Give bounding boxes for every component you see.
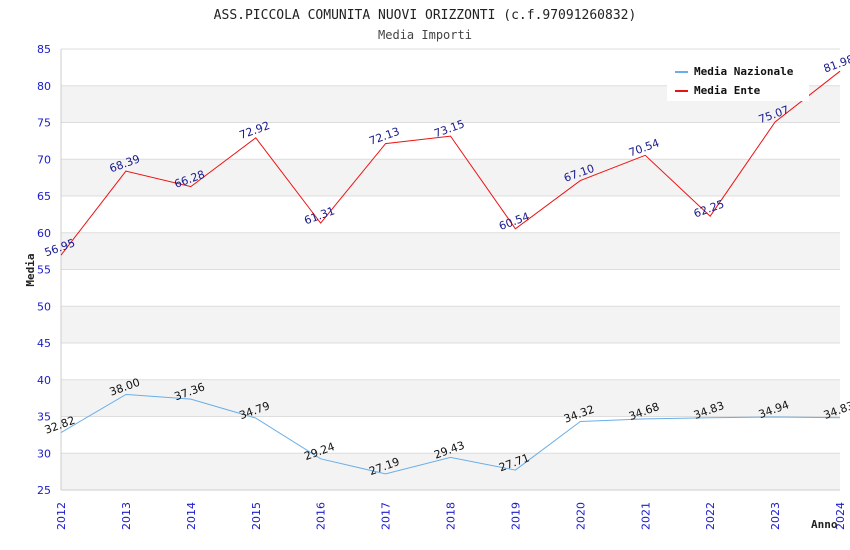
legend: Media Nazionale Media Ente	[667, 59, 809, 101]
x-tick-label: 2022	[704, 502, 717, 530]
x-tick-label: 2015	[250, 502, 263, 530]
x-tick-label: 2013	[120, 502, 133, 530]
y-tick-label: 70	[37, 153, 51, 166]
x-tick-label: 2014	[185, 502, 198, 530]
y-tick-label: 55	[37, 264, 51, 277]
series-lines	[60, 70, 841, 475]
x-tick-label: 2023	[769, 502, 782, 530]
grid-lines	[61, 48, 840, 491]
y-tick-label: 45	[37, 337, 51, 350]
plot-bands	[61, 85, 840, 490]
x-tick-label: 2017	[380, 502, 393, 530]
legend-box	[667, 59, 809, 101]
y-tick-label: 75	[37, 117, 51, 130]
chart-subtitle: Media Importi	[378, 28, 472, 42]
x-tick-label: 2018	[445, 502, 458, 530]
x-tick-label: 2019	[509, 502, 522, 530]
data-label-media-ente: 81.98	[822, 52, 850, 75]
x-axis-label: Anno	[811, 518, 838, 531]
series-line-media-ente	[60, 70, 841, 256]
x-tick-label: 2020	[574, 502, 587, 530]
y-tick-label: 35	[37, 411, 51, 424]
grid-band	[61, 306, 840, 343]
legend-label-media-ente: Media Ente	[694, 84, 761, 97]
y-tick-label: 50	[37, 300, 51, 313]
y-tick-labels: 25 30 35 40 45 50 55 60 65 70 75 80 85	[37, 43, 51, 497]
grid-band	[61, 159, 840, 196]
grid-band	[61, 232, 840, 270]
x-tick-label: 2024	[834, 502, 847, 530]
y-axis-label: Media	[24, 253, 37, 286]
x-tick-label: 2012	[55, 502, 68, 530]
y-tick-label: 85	[37, 43, 51, 56]
y-tick-label: 80	[37, 80, 51, 93]
data-label-media-ente: 61.31	[302, 204, 336, 227]
data-label-media-ente: 60.54	[497, 210, 531, 233]
x-tick-label: 2021	[639, 502, 652, 530]
grid-band	[61, 453, 840, 490]
grid-band	[61, 379, 840, 417]
x-tick-label: 2016	[315, 502, 328, 530]
axes	[60, 49, 840, 491]
y-tick-label: 65	[37, 190, 51, 203]
x-tick-labels: 2012 2013 2014 2015 2016 2017 2018 2019 2020 2021…	[55, 502, 847, 530]
data-label-media-ente: 62.25	[692, 197, 726, 220]
chart-title: ASS.PICCOLA COMUNITA NUOVI ORIZZONTI (c.…	[214, 8, 637, 23]
y-tick-label: 30	[37, 447, 51, 460]
y-tick-label: 25	[37, 484, 51, 497]
series-line-media-nazionale	[60, 393, 841, 475]
y-tick-label: 40	[37, 374, 51, 387]
legend-label-media-nazionale: Media Nazionale	[694, 65, 794, 78]
y-tick-label: 60	[37, 227, 51, 240]
